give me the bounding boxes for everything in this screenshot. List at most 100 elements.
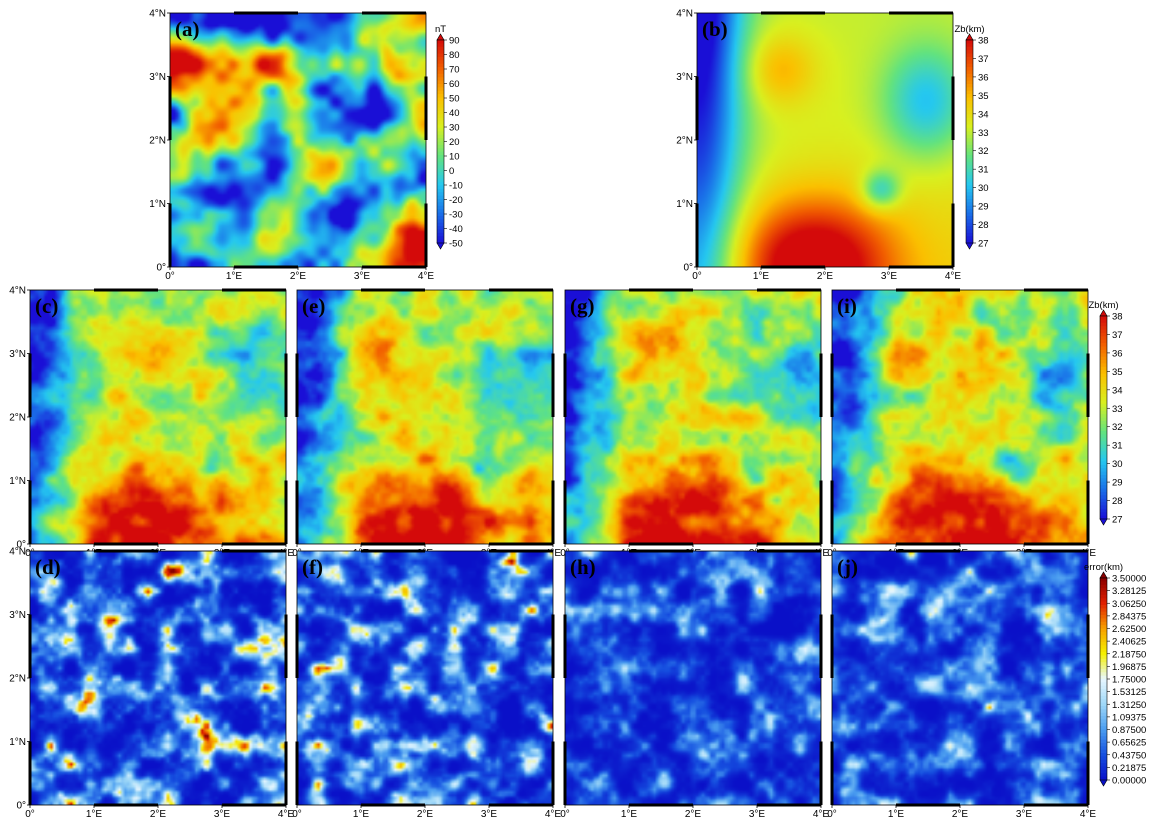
x-tick-label: 3°E (749, 809, 766, 820)
x-tick-label: 1°E (753, 271, 770, 282)
panel-label: (a) (175, 17, 200, 41)
x-tick-label: 4°E (813, 809, 830, 820)
y-tick-label: 4°N (9, 547, 26, 558)
panel-b: 0° 1°E 2°E 3°E 4°E 0° 1°N 2°N 3°N 4°N (b) (676, 9, 961, 283)
x-tick-label: 2°E (817, 271, 834, 282)
colorbar-tick-label: 38 (1112, 312, 1123, 323)
colorbar-tick-label: 32 (1112, 422, 1123, 433)
colorbar-tick-label: 80 (449, 50, 460, 61)
colorbar-tick-label: 32 (978, 146, 989, 157)
panel-j: 0° 1°E 2°E 3°E 4°E (j) (827, 549, 1096, 820)
panel-label: (j) (837, 555, 858, 579)
colorbar-tick-label: 33 (1112, 404, 1123, 415)
heatmap-image-g (565, 290, 821, 544)
panel-label: (b) (702, 17, 728, 41)
colorbar-tick-label: 0.65625 (1112, 738, 1146, 749)
colorbar-tick-label: 35 (978, 91, 989, 102)
x-tick-label: 0° (292, 809, 302, 820)
heatmap-image-d (30, 551, 286, 805)
x-tick-label: 0° (25, 809, 35, 820)
panel-label: (c) (35, 294, 58, 318)
colorbar-tick-label: 50 (449, 94, 460, 105)
x-tick-label: 2°E (150, 809, 167, 820)
panel-label: (i) (837, 294, 857, 318)
panel-a: 0° 1°E 2°E 3°E 4°E 0° 1°N 2°N 3°N 4°N (a) (149, 9, 434, 283)
panel-d: 0° 1°E 2°E 3°E 4°E 0° 1°N 2°N 3°N 4°N (d) (9, 547, 294, 821)
map-frame-b (695, 11, 955, 269)
colorbar-tick-label: 37 (1112, 330, 1123, 341)
y-tick-label: 0° (16, 801, 26, 812)
x-tick-label: 3°E (214, 809, 231, 820)
colorbar-title: Zb(km) (1088, 300, 1118, 311)
map-frame-c (28, 288, 288, 546)
colorbar-min-arrow (1099, 518, 1108, 526)
colorbar-tick-label: 38 (978, 36, 989, 47)
heatmap-image-j (832, 551, 1088, 805)
colorbar-tick-label: 3.28125 (1112, 586, 1146, 597)
colorbar-tick-label: 29 (978, 202, 989, 213)
x-tick-label: 4°E (278, 809, 295, 820)
x-tick-label: 4°E (545, 809, 562, 820)
map-frame-g (563, 288, 823, 546)
colorbar-tick-label: 60 (449, 79, 460, 90)
x-tick-label: 2°E (417, 809, 434, 820)
colorbar-tick-label: 31 (1112, 441, 1123, 452)
colorbar-tick-label: 3.06250 (1112, 599, 1146, 610)
colorbar-tick-label: 70 (449, 65, 460, 76)
colorbar-zb-top: Zb(km)38 37 36 35 34 33 32 31 30 29 28 27 (954, 24, 989, 250)
colorbar-min-arrow (1099, 779, 1108, 787)
y-tick-label: 0° (683, 263, 693, 274)
colorbar-min-arrow (965, 242, 974, 250)
colorbar-tick-label: 0.00000 (1112, 776, 1146, 787)
colorbar-tick-label: -30 (449, 210, 463, 221)
y-tick-label: 0° (156, 263, 166, 274)
colorbar-title: Zb(km) (954, 24, 984, 35)
x-tick-label: 1°E (86, 809, 103, 820)
colorbar-tick-label: 3.50000 (1112, 574, 1146, 585)
panel-label: (h) (570, 555, 596, 579)
y-tick-label: 4°N (9, 286, 26, 297)
heatmap-image-i (832, 290, 1088, 544)
colorbar-tick-label: 2.84375 (1112, 611, 1146, 622)
panel-label: (d) (35, 555, 61, 579)
colorbar-tick-label: 28 (1112, 496, 1123, 507)
panel-f: 0° 1°E 2°E 3°E 4°E (f) (292, 549, 562, 820)
colorbar-tick-label: 0.43750 (1112, 750, 1146, 761)
panel-e: 0°1°E2°E3°E4°E(e) (292, 288, 561, 559)
colorbar-tick-label: -50 (449, 239, 463, 250)
colorbar-tick-label: 2.62500 (1112, 624, 1146, 635)
colorbar-title: nT (435, 24, 446, 35)
heatmap-image-h (565, 551, 821, 805)
colorbar-tick-label: 37 (978, 54, 989, 65)
colorbar-tick-label: 34 (978, 109, 989, 120)
colorbar-tick-label: 0.87500 (1112, 725, 1146, 736)
x-tick-label: 1°E (888, 809, 905, 820)
heatmap-image-b (697, 13, 953, 267)
colorbar-tick-label: 0 (449, 166, 454, 177)
colorbar-body (965, 39, 974, 244)
colorbar-tick-label: 27 (978, 239, 989, 250)
colorbar-tick-label: 30 (1112, 459, 1123, 470)
colorbar-tick-label: 31 (978, 165, 989, 176)
x-tick-label: 0° (165, 271, 175, 282)
colorbar-tick-label: -20 (449, 195, 463, 206)
colorbar-zb-bottom: Zb(km)38 37 36 35 34 33 32 31 30 29 28 27 (1088, 300, 1123, 526)
y-tick-label: 1°N (149, 199, 166, 210)
y-tick-label: 3°N (676, 72, 693, 83)
colorbar-tick-label: 1.31250 (1112, 700, 1146, 711)
colorbar-tick-label: 35 (1112, 367, 1123, 378)
y-tick-label: 3°N (9, 349, 26, 360)
colorbar-tick-label: 34 (1112, 385, 1123, 396)
y-tick-label: 1°N (9, 476, 26, 487)
heatmap-image-a (170, 13, 426, 267)
colorbar-min-arrow (436, 242, 445, 250)
colorbar-tick-label: 40 (449, 108, 460, 119)
colorbar-tick-label: 1.53125 (1112, 687, 1146, 698)
colorbar-tick-label: -40 (449, 224, 463, 235)
colorbar-tick-label: 36 (1112, 348, 1123, 359)
y-tick-label: 3°N (149, 72, 166, 83)
